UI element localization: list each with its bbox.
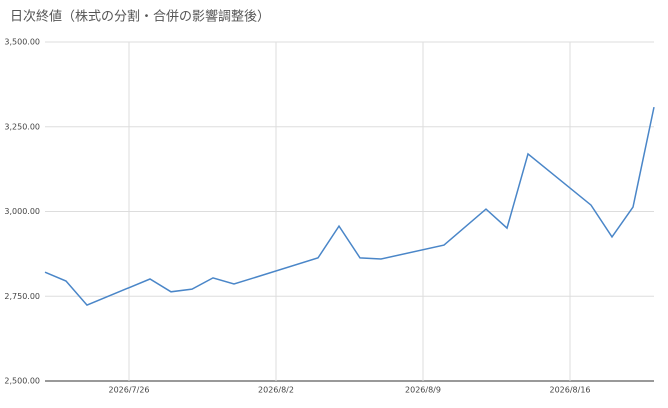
x-tick-label: 2026/8/16 (549, 386, 590, 395)
x-tick-label: 2026/8/9 (405, 386, 441, 395)
y-tick-label: 3,000.00 (4, 207, 40, 216)
y-tick-label: 2,750.00 (4, 292, 40, 301)
x-tick-label: 2026/8/2 (258, 386, 294, 395)
chart-title: 日次終値（株式の分割・合併の影響調整後） (10, 9, 270, 25)
y-tick-label: 3,250.00 (4, 122, 40, 131)
y-tick-label: 3,500.00 (4, 38, 40, 47)
y-tick-label: 2,500.00 (4, 377, 40, 386)
x-tick-label: 2026/7/26 (108, 386, 149, 395)
line (44, 106, 655, 306)
